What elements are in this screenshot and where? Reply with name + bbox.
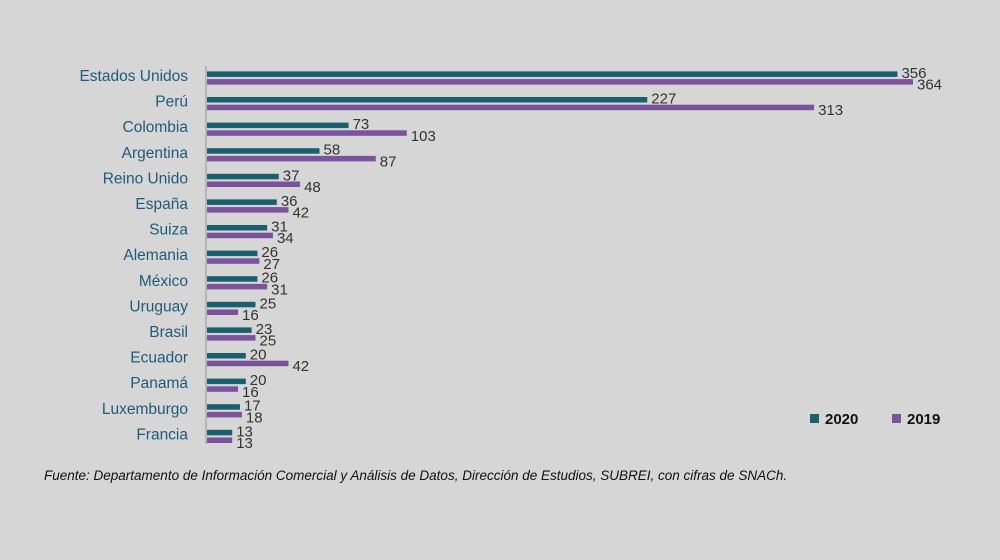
value-label-uruguay-2019: 16 <box>242 307 259 324</box>
bars <box>207 71 913 443</box>
category-label-suiza: Suiza <box>149 222 188 239</box>
bar-brasil-2020 <box>207 327 252 333</box>
value-label-panama-2020: 20 <box>250 372 267 389</box>
value-label-peru-2019: 313 <box>818 102 843 119</box>
bar-estados-unidos-2020 <box>207 71 898 77</box>
value-label-mexico-2019: 31 <box>271 281 288 298</box>
bar-uruguay-2019 <box>207 309 239 315</box>
value-label-ecuador-2019: 42 <box>292 358 309 375</box>
value-label-brasil-2019: 25 <box>259 333 276 350</box>
value-label-estados-unidos-2019: 364 <box>917 77 942 94</box>
category-label-espana: España <box>135 196 188 213</box>
source-note: Fuente: Departamento de Información Come… <box>44 468 788 483</box>
value-labels: 3563642273137310358873748364231342627263… <box>236 65 942 452</box>
value-label-suiza-2019: 34 <box>277 230 294 247</box>
category-labels: Estados Unidos Perú Colombia Argentina Reino… <box>79 68 188 443</box>
bar-peru-2019 <box>207 104 815 111</box>
value-label-espana-2020: 36 <box>281 193 298 210</box>
bar-suiza-2019 <box>207 232 273 239</box>
category-label-panama: Panamá <box>130 375 188 392</box>
value-label-espana-2019: 42 <box>292 205 309 222</box>
value-label-francia-2019: 13 <box>236 435 253 452</box>
bar-panama-2019 <box>207 386 239 392</box>
category-label-peru: Perú <box>155 94 188 111</box>
value-label-panama-2019: 16 <box>242 384 259 401</box>
category-label-ecuador: Ecuador <box>130 350 188 367</box>
bar-mexico-2020 <box>207 276 258 282</box>
value-label-argentina-2019: 87 <box>380 153 397 170</box>
category-label-alemania: Alemania <box>123 247 188 264</box>
bar-colombia-2020 <box>207 122 349 129</box>
legend-label-2019: 2019 <box>907 411 940 428</box>
bar-uruguay-2020 <box>207 301 256 308</box>
bar-ecuador-2019 <box>207 360 289 367</box>
value-label-reino-unido-2020: 37 <box>283 167 300 184</box>
category-label-uruguay: Uruguay <box>129 298 188 315</box>
bar-argentina-2020 <box>207 148 320 154</box>
bar-ecuador-2020 <box>207 353 246 359</box>
bar-colombia-2019 <box>207 130 407 136</box>
legend: 2020 2019 <box>810 411 940 428</box>
value-label-luxemburgo-2019: 18 <box>246 409 263 426</box>
value-label-colombia-2019: 103 <box>411 128 436 145</box>
bar-luxemburgo-2019 <box>207 411 242 418</box>
category-label-argentina: Argentina <box>122 145 189 162</box>
value-label-luxemburgo-2020: 17 <box>244 398 261 415</box>
bar-reino-unido-2020 <box>207 173 279 180</box>
value-label-ecuador-2020: 20 <box>250 347 267 364</box>
value-label-peru-2020: 227 <box>651 91 676 108</box>
bar-peru-2020 <box>207 97 648 103</box>
value-label-alemania-2019: 27 <box>263 256 280 273</box>
bar-francia-2019 <box>207 437 233 443</box>
bar-suiza-2020 <box>207 225 268 231</box>
bar-alemania-2020 <box>207 250 258 257</box>
category-label-luxemburgo: Luxemburgo <box>102 401 188 418</box>
bar-brasil-2019 <box>207 335 256 341</box>
bar-luxemburgo-2020 <box>207 404 240 410</box>
bar-mexico-2019 <box>207 283 268 290</box>
value-label-reino-unido-2019: 48 <box>304 179 321 196</box>
legend-swatch-2020 <box>810 414 819 423</box>
category-label-mexico: México <box>139 273 188 290</box>
value-label-alemania-2020: 26 <box>261 244 278 261</box>
value-label-mexico-2020: 26 <box>261 270 278 287</box>
legend-swatch-2019 <box>892 414 901 423</box>
category-label-brasil: Brasil <box>149 324 188 341</box>
value-label-suiza-2020: 31 <box>271 219 288 236</box>
value-label-uruguay-2020: 25 <box>259 295 276 312</box>
value-label-francia-2020: 13 <box>236 423 253 440</box>
category-label-estados-unidos: Estados Unidos <box>79 68 188 85</box>
value-label-argentina-2020: 58 <box>323 142 340 159</box>
bar-espana-2019 <box>207 207 289 213</box>
bar-argentina-2019 <box>207 155 376 162</box>
bar-francia-2020 <box>207 429 233 436</box>
legend-label-2020: 2020 <box>825 411 858 428</box>
bar-espana-2020 <box>207 199 277 205</box>
category-label-reino-unido: Reino Unido <box>103 170 188 187</box>
bar-estados-unidos-2019 <box>207 79 913 85</box>
bar-panama-2020 <box>207 378 246 385</box>
value-label-brasil-2020: 23 <box>256 321 273 338</box>
bar-alemania-2019 <box>207 258 260 264</box>
category-label-francia: Francia <box>136 426 188 443</box>
bar-reino-unido-2019 <box>207 181 301 187</box>
value-label-estados-unidos-2020: 356 <box>901 65 926 82</box>
value-label-colombia-2020: 73 <box>353 116 370 133</box>
category-label-colombia: Colombia <box>123 119 189 136</box>
